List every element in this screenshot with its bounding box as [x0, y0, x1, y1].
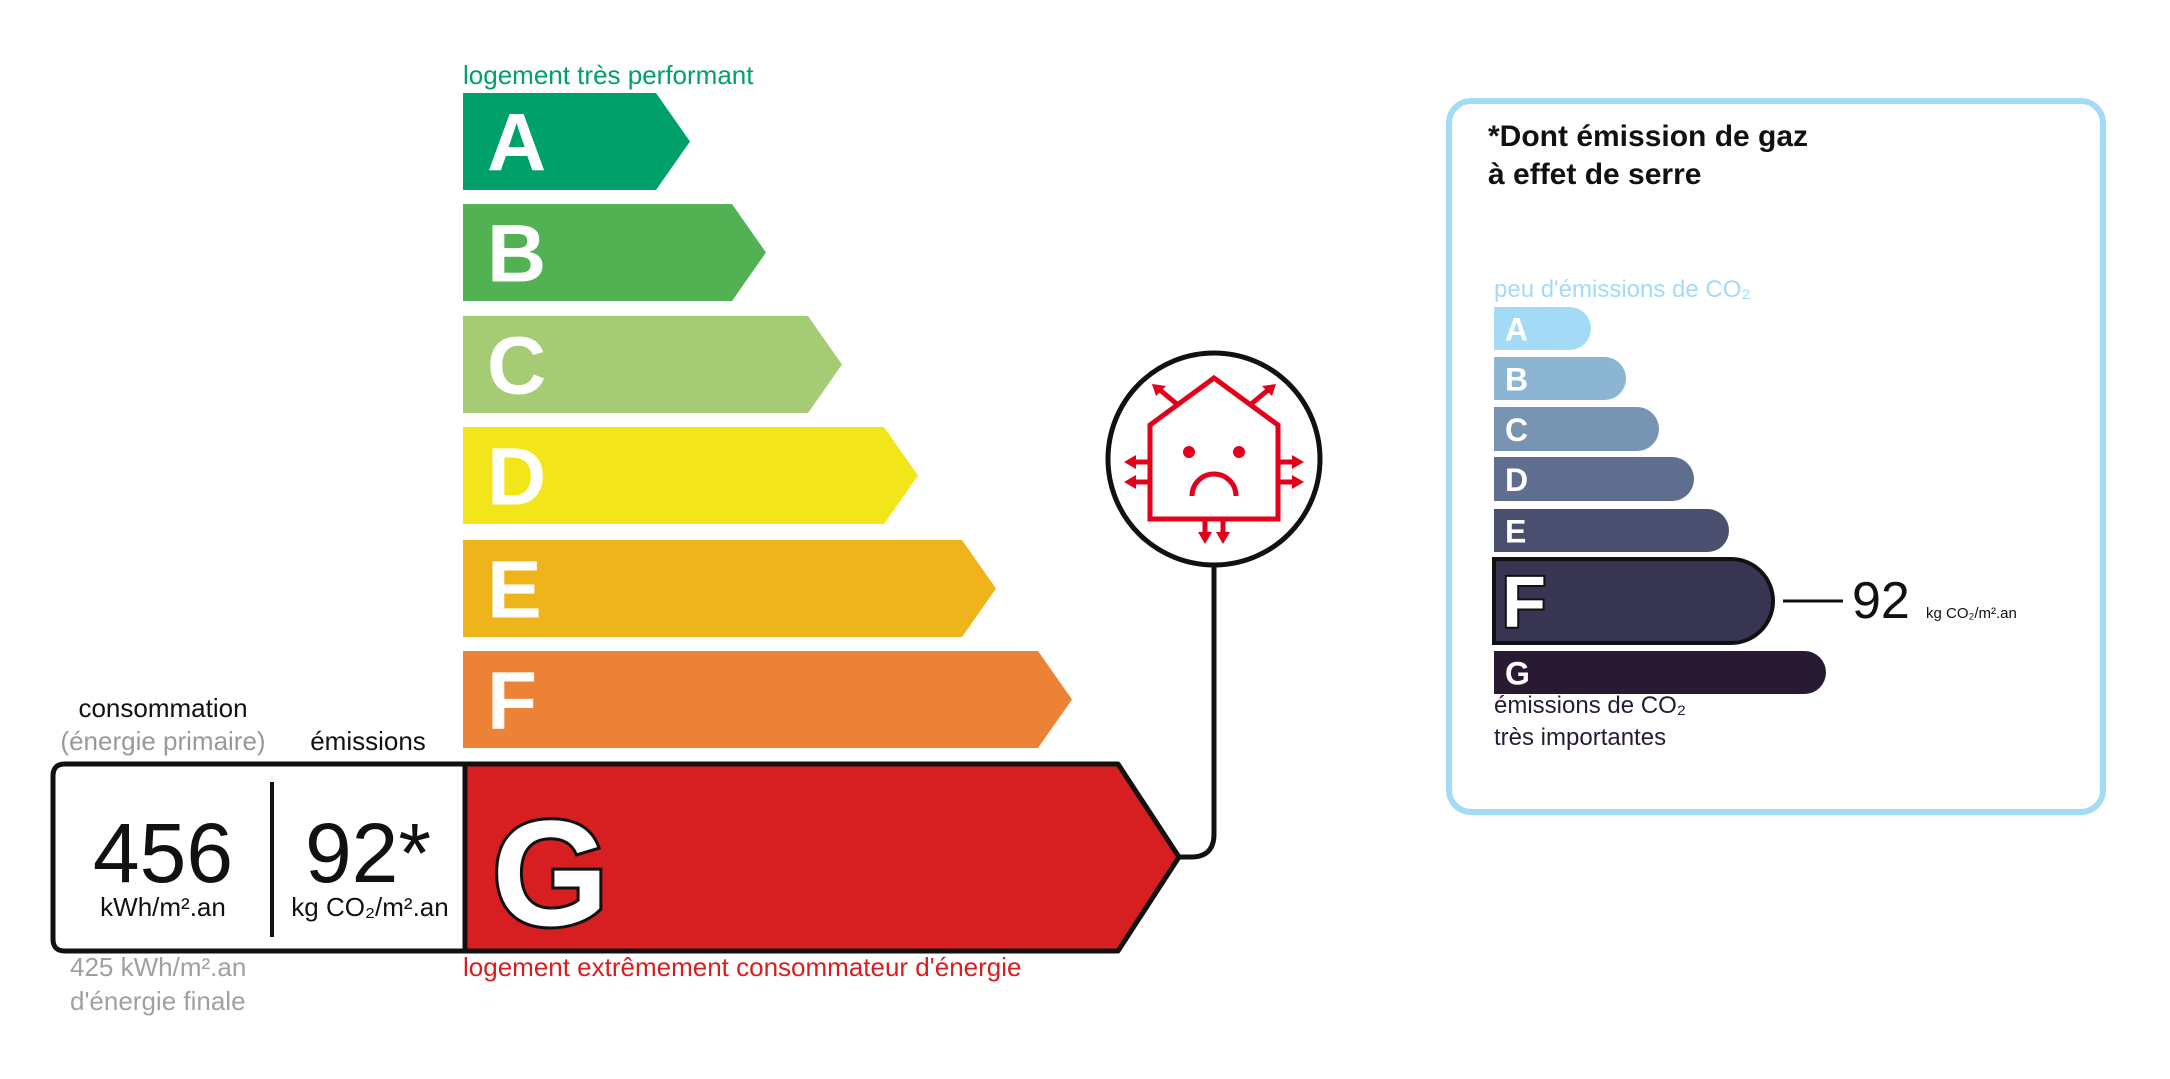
- energy-class-bar-e: [463, 540, 996, 637]
- bottom-performance-label: logement extrêmement consommateur d'éner…: [463, 952, 1021, 982]
- house-heat-loss-sad-icon: [1105, 350, 1323, 568]
- consumption-unit: kWh/m².an: [100, 892, 226, 922]
- ghg-class-letter-b: B: [1505, 362, 1528, 398]
- connector-line: [1179, 565, 1217, 860]
- energy-class-letter-f: F: [487, 656, 537, 747]
- final-energy-value: 425 kWh/m².an: [70, 952, 246, 982]
- energy-class-letter-g: G: [492, 789, 609, 957]
- ghg-class-bar-f: [1492, 557, 1775, 645]
- ghg-class-bar-c: [1494, 407, 1659, 451]
- ghg-bottom-label-line1: émissions de CO₂: [1494, 692, 1686, 719]
- ghg-value: 92: [1852, 572, 1910, 630]
- ghg-class-letter-e: E: [1505, 514, 1526, 550]
- energy-class-letter-e: E: [487, 545, 542, 636]
- energy-class-letter-d: D: [487, 432, 546, 523]
- ghg-class-bar-g: [1494, 651, 1826, 694]
- ghg-class-letter-f: F: [1502, 563, 1546, 643]
- emissions-value: 92*: [305, 806, 431, 900]
- ghg-title-line2: à effet de serre: [1488, 158, 1701, 191]
- energy-class-bar-a: [463, 93, 690, 190]
- energy-class-letter-a: A: [487, 98, 546, 189]
- consumption-label: consommation: [78, 693, 247, 723]
- ghg-class-letter-d: D: [1505, 462, 1528, 498]
- energy-class-bar-b: [463, 204, 766, 301]
- consumption-value: 456: [93, 806, 233, 900]
- consumption-sublabel: (énergie primaire): [60, 726, 265, 756]
- energy-class-bar-c: [463, 316, 842, 413]
- ghg-class-letter-g: G: [1505, 656, 1530, 692]
- energy-class-letter-c: C: [487, 321, 546, 412]
- ghg-bottom-label-line2: très importantes: [1494, 724, 1666, 751]
- emissions-unit: kg CO₂/m².an: [291, 892, 448, 922]
- emissions-label: émissions: [310, 726, 426, 756]
- ghg-class-bar-a: [1494, 307, 1591, 350]
- ghg-class-bar-e: [1494, 509, 1729, 552]
- ghg-unit: kg CO₂/m².an: [1926, 605, 2017, 622]
- final-energy-label: d'énergie finale: [70, 986, 246, 1016]
- ghg-top-label: peu d'émissions de CO₂: [1494, 276, 1751, 303]
- ghg-title-line1: *Dont émission de gaz: [1488, 120, 1808, 153]
- ghg-class-letter-a: A: [1505, 312, 1528, 348]
- energy-class-letter-b: B: [487, 209, 546, 300]
- top-performance-label: logement très performant: [463, 60, 754, 90]
- ghg-class-bar-b: [1494, 357, 1626, 400]
- ghg-class-bar-d: [1494, 457, 1694, 501]
- energy-class-bar-g: [465, 764, 1179, 951]
- energy-class-bar-f: [463, 651, 1072, 748]
- energy-class-bar-d: [463, 427, 918, 524]
- current-class-outline: [50, 761, 1182, 954]
- ghg-class-letter-c: C: [1505, 412, 1528, 448]
